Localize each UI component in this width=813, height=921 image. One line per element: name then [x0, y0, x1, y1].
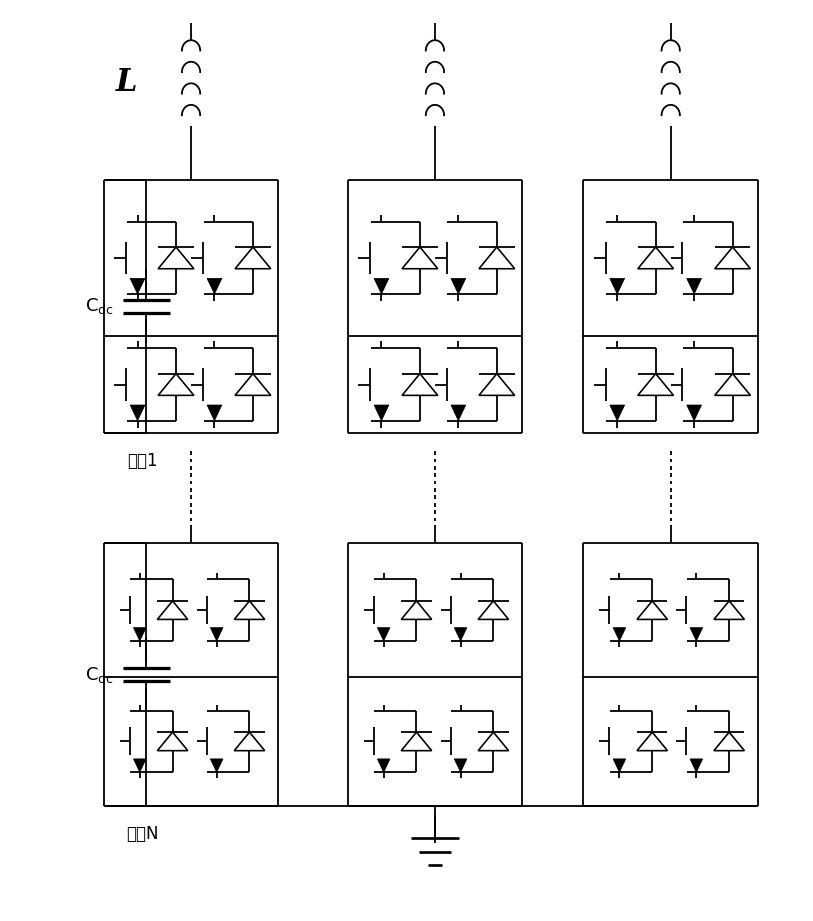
- Polygon shape: [130, 405, 145, 421]
- Polygon shape: [207, 278, 222, 294]
- Polygon shape: [690, 759, 702, 772]
- Polygon shape: [687, 278, 702, 294]
- Polygon shape: [377, 627, 390, 641]
- Polygon shape: [234, 732, 265, 751]
- Polygon shape: [451, 405, 466, 421]
- Polygon shape: [158, 732, 188, 751]
- Text: 模块N: 模块N: [126, 824, 159, 843]
- Polygon shape: [714, 732, 745, 751]
- Polygon shape: [211, 759, 223, 772]
- Polygon shape: [234, 600, 265, 620]
- Polygon shape: [687, 405, 702, 421]
- Polygon shape: [235, 247, 271, 269]
- Polygon shape: [235, 374, 271, 395]
- Polygon shape: [158, 600, 188, 620]
- Polygon shape: [374, 278, 389, 294]
- Polygon shape: [638, 247, 673, 269]
- Polygon shape: [133, 759, 146, 772]
- Polygon shape: [479, 374, 515, 395]
- Polygon shape: [613, 759, 626, 772]
- Polygon shape: [478, 732, 509, 751]
- Polygon shape: [374, 405, 389, 421]
- Polygon shape: [159, 374, 193, 395]
- Polygon shape: [133, 627, 146, 641]
- Polygon shape: [690, 627, 702, 641]
- Polygon shape: [638, 374, 673, 395]
- Polygon shape: [402, 600, 432, 620]
- Polygon shape: [637, 732, 667, 751]
- Polygon shape: [130, 278, 145, 294]
- Polygon shape: [714, 600, 745, 620]
- Polygon shape: [211, 627, 223, 641]
- Polygon shape: [207, 405, 222, 421]
- Text: L: L: [115, 67, 137, 99]
- Text: 模块1: 模块1: [127, 451, 158, 470]
- Polygon shape: [159, 247, 193, 269]
- Polygon shape: [451, 278, 466, 294]
- Text: $\mathregular{C_{dc}}$: $\mathregular{C_{dc}}$: [85, 665, 114, 684]
- Polygon shape: [402, 374, 437, 395]
- Polygon shape: [402, 247, 437, 269]
- Polygon shape: [637, 600, 667, 620]
- Polygon shape: [479, 247, 515, 269]
- Polygon shape: [377, 759, 390, 772]
- Polygon shape: [610, 278, 624, 294]
- Polygon shape: [610, 405, 624, 421]
- Polygon shape: [715, 374, 750, 395]
- Polygon shape: [454, 627, 467, 641]
- Polygon shape: [613, 627, 626, 641]
- Polygon shape: [715, 247, 750, 269]
- Polygon shape: [454, 759, 467, 772]
- Text: $\mathregular{C_{dc}}$: $\mathregular{C_{dc}}$: [85, 297, 114, 316]
- Polygon shape: [478, 600, 509, 620]
- Polygon shape: [402, 732, 432, 751]
